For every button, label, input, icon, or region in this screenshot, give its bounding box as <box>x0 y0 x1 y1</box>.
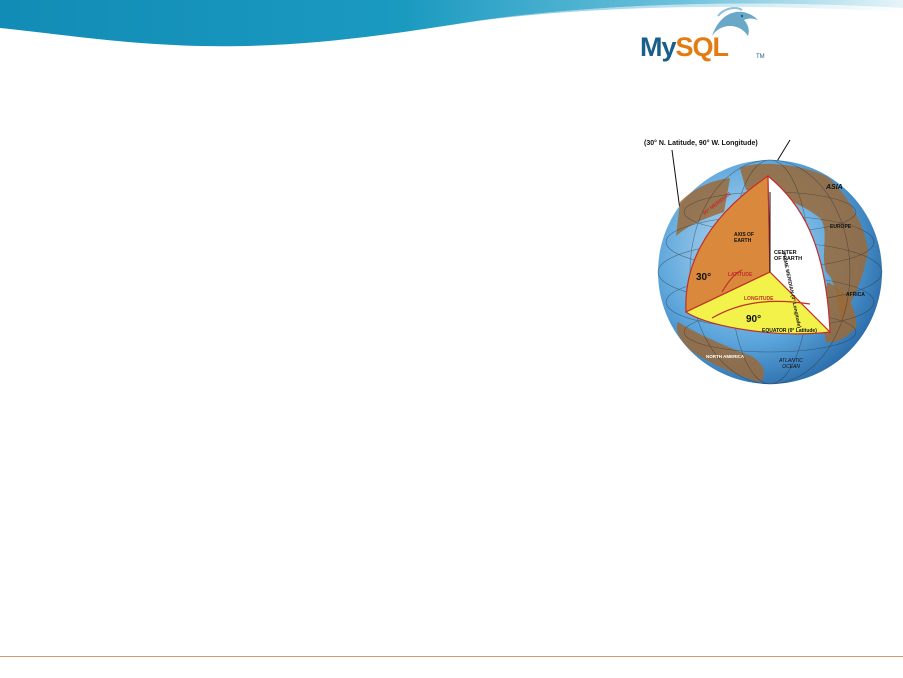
mysql-wordmark: MySQL <box>640 32 730 62</box>
label-asia: ASIA <box>826 184 843 191</box>
top-caption: (30° N. Latitude, 90° W. Longitude) <box>644 140 758 147</box>
logo-sql: SQL <box>675 32 730 62</box>
label-north-america: NORTH AMERICA <box>706 354 745 359</box>
label-latitude: LATITUDE <box>728 272 753 278</box>
label-lon-degree: 90° <box>746 314 762 325</box>
latitude-longitude-globe-figure: (30° N. Latitude, 90° W. Longitude) <box>644 132 890 394</box>
label-lat-degree: 30° <box>696 272 712 283</box>
logo-trademark: TM <box>756 54 765 60</box>
logo-my: My <box>640 32 677 62</box>
label-center: CENTER OF EARTH <box>774 250 803 262</box>
dolphin-icon <box>712 7 758 36</box>
label-longitude: LONGITUDE <box>744 296 774 302</box>
label-atlantic: ATLANTIC OCEAN <box>779 358 803 370</box>
header-wave-banner <box>0 0 903 47</box>
globe-illustration <box>657 139 883 385</box>
mysql-logo: MySQL TM <box>640 6 770 66</box>
footer-divider <box>0 656 903 657</box>
label-africa: AFRICA <box>846 292 865 298</box>
label-equator: EQUATOR (0° Latitude) <box>762 328 817 334</box>
label-axis: AXIS OF EARTH <box>734 232 755 244</box>
label-europe: EUROPE <box>830 224 852 230</box>
